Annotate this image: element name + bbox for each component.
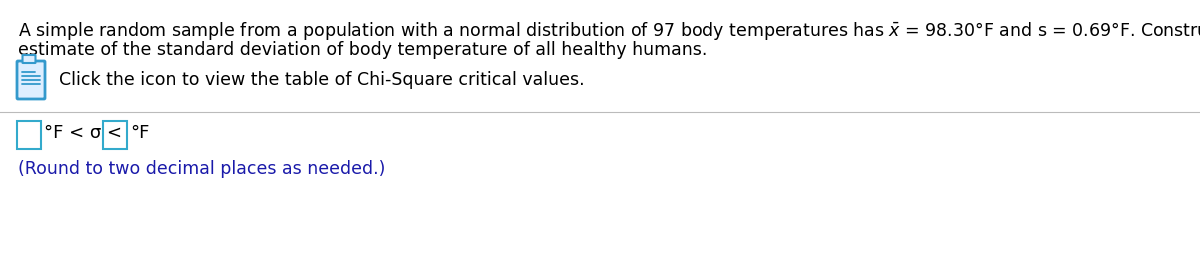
Text: °F: °F bbox=[130, 124, 149, 142]
FancyBboxPatch shape bbox=[23, 55, 36, 63]
Text: Click the icon to view the table of Chi-Square critical values.: Click the icon to view the table of Chi-… bbox=[59, 71, 584, 89]
Text: (Round to two decimal places as needed.): (Round to two decimal places as needed.) bbox=[18, 160, 385, 178]
Text: estimate of the standard deviation of body temperature of all healthy humans.: estimate of the standard deviation of bo… bbox=[18, 41, 707, 59]
FancyBboxPatch shape bbox=[17, 121, 41, 149]
FancyBboxPatch shape bbox=[17, 61, 46, 99]
Text: °F < σ <: °F < σ < bbox=[44, 124, 122, 142]
FancyBboxPatch shape bbox=[103, 121, 127, 149]
Text: A simple random sample from a population with a normal distribution of 97 body t: A simple random sample from a population… bbox=[18, 20, 1200, 42]
